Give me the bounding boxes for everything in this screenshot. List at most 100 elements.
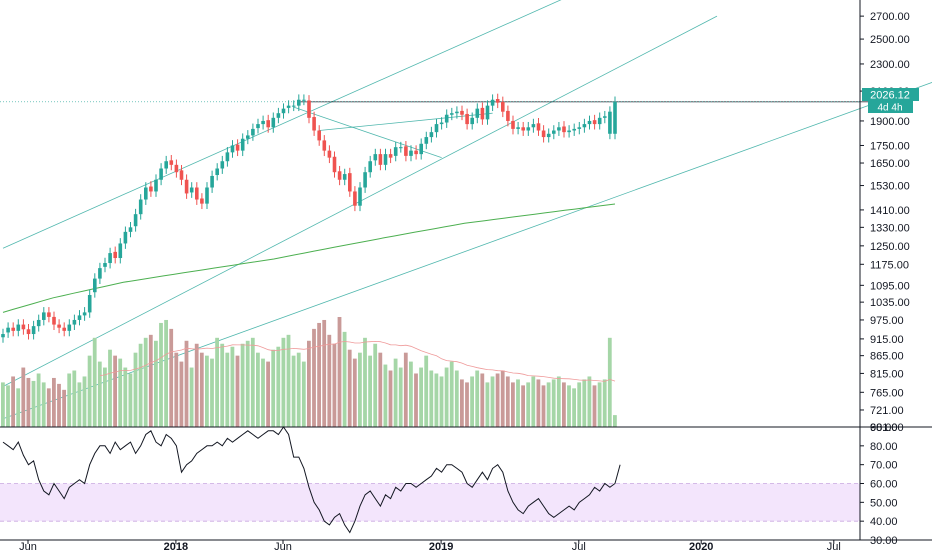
volume-bar [546,382,551,427]
volume-bar [526,382,531,427]
volume-bar [276,346,281,427]
rsi-band [0,483,860,522]
volume-bar [505,376,510,427]
volume-bar [230,346,235,427]
price-tick-label: 815.00 [870,368,904,380]
rsi-pane[interactable] [0,426,860,534]
volume-bar [465,382,469,427]
volume-bar [235,355,240,427]
volume-bar [72,370,77,427]
candle-body [608,111,612,134]
volume-bar [403,352,408,427]
candle-body [444,114,449,123]
volume-bar [541,385,546,427]
candle-body [93,278,97,293]
volume-bar [562,382,566,427]
candle-body [363,172,367,188]
rsi-tick-label: 70.00 [870,460,898,472]
volume-bar [470,376,474,427]
candle-body [123,231,128,244]
candle-body [297,99,301,106]
candle-body [271,117,276,128]
volume-bar [220,343,225,427]
volume-bar [92,337,97,427]
candle-body [373,154,378,161]
candle-body [460,110,464,115]
candle-body [276,113,281,118]
volume-bar [337,317,342,427]
candle-body [516,127,520,129]
candle-body [414,150,418,155]
candle-body [383,154,388,165]
volume-bar [409,361,413,427]
candle-body [77,315,82,320]
volume-bar [261,358,265,427]
candle-body [587,120,592,125]
candle-body [261,120,265,125]
volume-bar [347,349,352,427]
volume-bar [41,382,46,427]
candle-body [312,117,316,131]
candle-body [169,160,174,165]
volume-bar [21,367,26,427]
volume-bar [52,377,56,427]
candle-body [485,105,490,120]
volume-bar [500,370,505,427]
candle-body [103,263,107,267]
rsi-line [2,426,621,534]
candle-body [521,127,525,131]
volume-bar [531,376,536,427]
candle-body [184,179,189,194]
price-tick-label: 2700.00 [870,11,910,23]
volume-bar [597,382,602,427]
volume-bar [57,383,61,427]
candle-body [291,105,296,107]
price-tick-label: 1900.00 [870,116,910,128]
candle-body [419,143,423,155]
candle-body [465,113,469,125]
volume-bar [363,337,367,427]
volume-moving-average [99,340,616,382]
candle-body [6,327,10,333]
volume-bar [159,322,163,427]
volume-bar [424,355,429,427]
volume-bar [87,355,92,427]
candle-body [353,191,357,206]
volume-bar [164,319,168,427]
candle-body [439,122,444,125]
candle-body [327,150,332,158]
candle-body [21,324,26,330]
candle-body [215,168,219,176]
volume-bar [393,358,398,427]
candle-body [603,116,607,118]
price-tick-label: 915.00 [870,334,904,346]
price-tick-label: 2500.00 [870,34,910,46]
volume-bar [582,379,587,427]
volume-bar [11,376,15,427]
volume-bar [602,379,607,427]
volume-bar [556,376,561,427]
candle-body [1,334,5,338]
price-tick-label: 765.00 [870,387,904,399]
candle-body [52,316,56,325]
candle-body [154,179,158,192]
price-tick-label: 1530.00 [870,181,910,193]
volume-bar [577,382,582,427]
volume-bar [460,379,464,427]
volume-bar [567,385,571,427]
volume-bar [174,352,179,427]
candle-body [546,133,551,138]
moving-average-line [2,203,616,313]
volume-bar [449,361,454,427]
rsi-tick-label: 90.00 [870,422,898,434]
candle-body [72,319,77,325]
candle-body [597,117,602,125]
volume-bar [108,349,112,427]
volume-bar [250,337,255,427]
candle-body [404,146,408,156]
volume-bar [572,388,576,427]
price-pane[interactable] [0,0,932,420]
volume-bar [271,349,276,427]
candle-body [98,268,102,279]
